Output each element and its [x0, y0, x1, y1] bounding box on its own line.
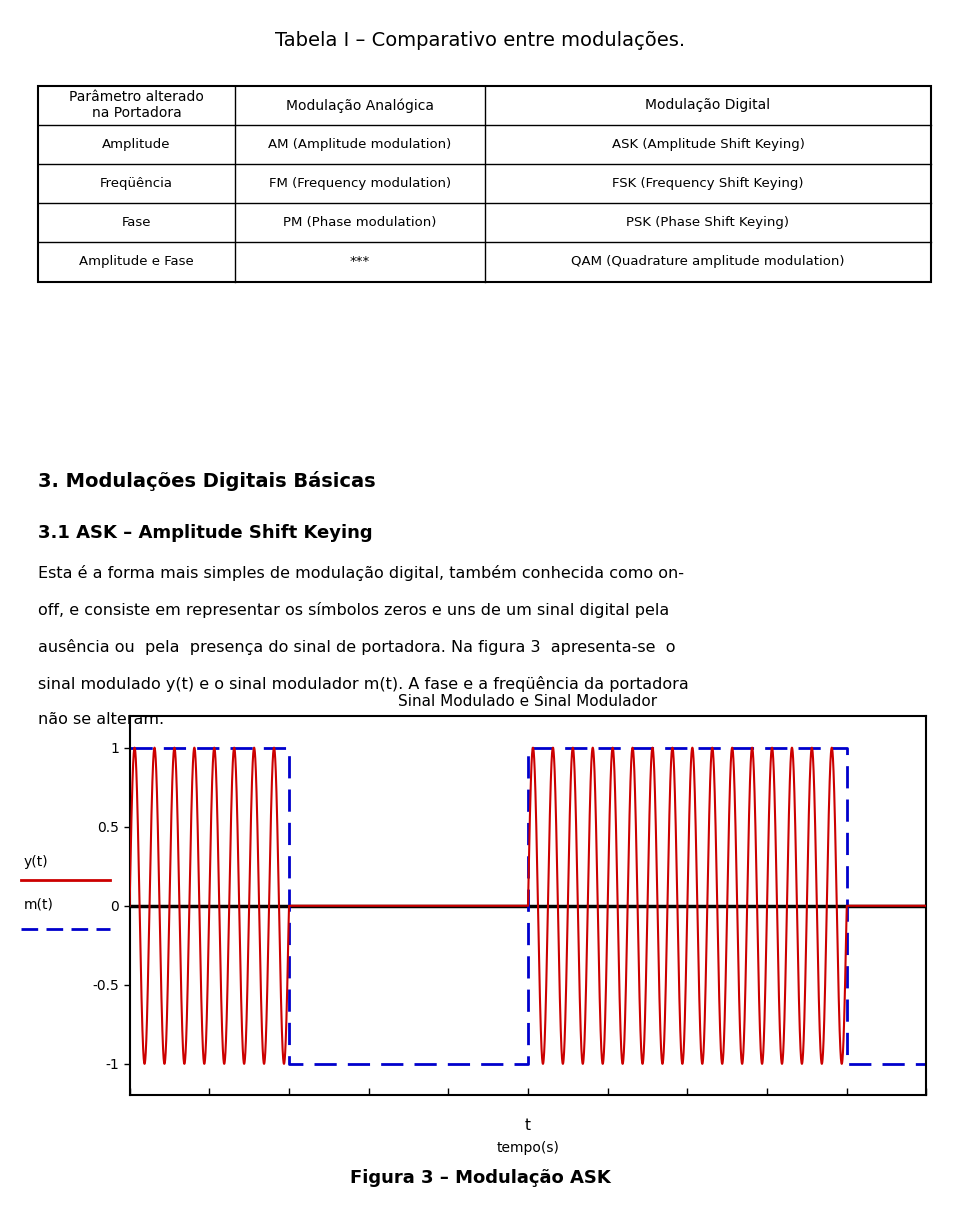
- Text: Modulação Digital: Modulação Digital: [645, 98, 771, 113]
- Text: Esta é a forma mais simples de modulação digital, também conhecida como on-: Esta é a forma mais simples de modulação…: [38, 565, 684, 581]
- Text: m(t): m(t): [24, 898, 54, 912]
- Text: y(t): y(t): [24, 856, 49, 869]
- Text: off, e consiste em representar os símbolos zeros e uns de um sinal digital pela: off, e consiste em representar os símbol…: [38, 602, 670, 618]
- Text: PM (Phase modulation): PM (Phase modulation): [283, 217, 437, 229]
- Text: ausência ou  pela  presença do sinal de portadora. Na figura 3  apresenta-se  o: ausência ou pela presença do sinal de po…: [38, 639, 676, 655]
- Title: Sinal Modulado e Sinal Modulador: Sinal Modulado e Sinal Modulador: [398, 694, 658, 710]
- Text: 3. Modulações Digitais Básicas: 3. Modulações Digitais Básicas: [38, 471, 376, 491]
- Text: AM (Amplitude modulation): AM (Amplitude modulation): [268, 138, 451, 151]
- Text: Fase: Fase: [122, 217, 152, 229]
- Text: Parâmetro alterado
na Portadora: Parâmetro alterado na Portadora: [69, 91, 204, 120]
- Text: Tabela I – Comparativo entre modulações.: Tabela I – Comparativo entre modulações.: [275, 31, 685, 50]
- Text: FM (Frequency modulation): FM (Frequency modulation): [269, 177, 451, 190]
- Text: sinal modulado y(t) e o sinal modulador m(t). A fase e a freqüência da portadora: sinal modulado y(t) e o sinal modulador …: [38, 676, 689, 692]
- Text: QAM (Quadrature amplitude modulation): QAM (Quadrature amplitude modulation): [571, 256, 845, 268]
- Text: Amplitude e Fase: Amplitude e Fase: [80, 256, 194, 268]
- Text: tempo(s): tempo(s): [496, 1141, 560, 1155]
- Text: PSK (Phase Shift Keying): PSK (Phase Shift Keying): [627, 217, 789, 229]
- Text: Freqüência: Freqüência: [100, 177, 173, 190]
- Text: FSK (Frequency Shift Keying): FSK (Frequency Shift Keying): [612, 177, 804, 190]
- Text: 3.1 ASK – Amplitude Shift Keying: 3.1 ASK – Amplitude Shift Keying: [38, 524, 373, 542]
- Text: Amplitude: Amplitude: [103, 138, 171, 151]
- Text: ***: ***: [349, 256, 370, 268]
- Text: não se alteram.: não se alteram.: [38, 712, 164, 727]
- Text: Figura 3 – Modulação ASK: Figura 3 – Modulação ASK: [349, 1169, 611, 1187]
- Text: ASK (Amplitude Shift Keying): ASK (Amplitude Shift Keying): [612, 138, 804, 151]
- Text: t: t: [525, 1119, 531, 1133]
- Text: Modulação Analógica: Modulação Analógica: [286, 98, 434, 113]
